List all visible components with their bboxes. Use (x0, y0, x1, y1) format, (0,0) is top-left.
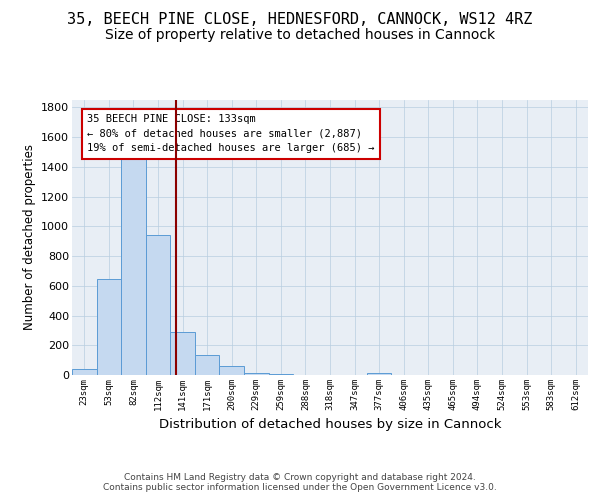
Bar (146, 236, 170, 375)
Text: Size of property relative to detached houses in Cannock: Size of property relative to detached ho… (105, 28, 495, 42)
Bar (220, 366, 244, 375)
Bar (121, 154, 146, 375)
Bar (195, 355, 220, 375)
X-axis label: Distribution of detached houses by size in Cannock: Distribution of detached houses by size … (159, 418, 501, 432)
Bar (367, 373, 391, 375)
Text: Contains HM Land Registry data © Crown copyright and database right 2024.
Contai: Contains HM Land Registry data © Crown c… (103, 473, 497, 492)
Bar (170, 332, 195, 375)
Y-axis label: Number of detached properties: Number of detached properties (23, 144, 35, 330)
Bar (269, 374, 293, 375)
Text: 35, BEECH PINE CLOSE, HEDNESFORD, CANNOCK, WS12 4RZ: 35, BEECH PINE CLOSE, HEDNESFORD, CANNOC… (67, 12, 533, 28)
Bar (72, 369, 97, 375)
Bar (244, 373, 269, 375)
Bar (97, 279, 121, 375)
Text: 35 BEECH PINE CLOSE: 133sqm
← 80% of detached houses are smaller (2,887)
19% of : 35 BEECH PINE CLOSE: 133sqm ← 80% of det… (88, 114, 375, 154)
